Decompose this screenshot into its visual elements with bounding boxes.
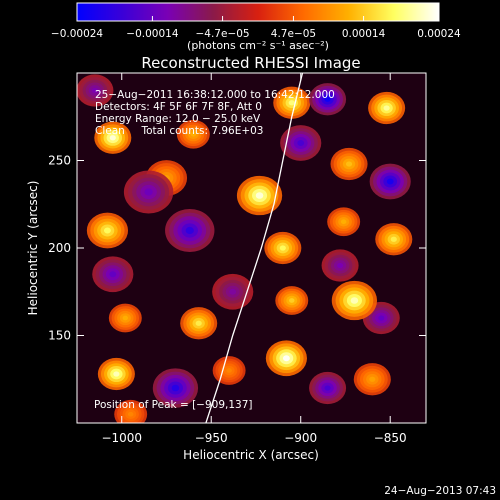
- heatmap-blob: [279, 245, 286, 251]
- colorbar-tick-label: −0.00024: [51, 28, 104, 40]
- colorbar-tick-label: 0.00014: [342, 28, 386, 40]
- heatmap-blob: [103, 227, 111, 234]
- heatmap-blob: [369, 376, 376, 382]
- annotation-detectors: Detectors: 4F 5F 6F 7F 8F, Att 0: [95, 101, 262, 113]
- heatmap-blob: [171, 384, 180, 392]
- colorbar: −0.00024 −0.00014 −4.7e−05 4.7e−05 0.00014 0.…: [51, 2, 461, 52]
- heatmap-blob: [127, 411, 134, 417]
- colorbar-bar: [76, 2, 440, 22]
- colorbar-tick-label: 4.7e−05: [271, 28, 316, 40]
- heatmap-blob: [255, 192, 264, 199]
- heatmap-blob: [226, 368, 232, 373]
- chart-title: Reconstructed RHESSI Image: [141, 54, 360, 72]
- y-axis-ticks: 150 200 250: [48, 154, 426, 343]
- heatmap-blob: [144, 188, 153, 196]
- solar-limb-line: [205, 73, 304, 423]
- heatmap-blob: [350, 297, 359, 304]
- colorbar-unit-label: (photons cm⁻² s⁻¹ asec⁻²): [187, 39, 329, 52]
- heatmap-blob: [324, 385, 331, 391]
- y-axis-label: Heliocentric Y (arcsec): [26, 181, 40, 316]
- colorbar-tick-label: −0.00014: [126, 28, 179, 40]
- heatmap-blob: [337, 262, 344, 269]
- heatmap-blob: [289, 298, 295, 303]
- heatmap-blob: [229, 288, 237, 295]
- colorbar-tick-label: 0.00024: [417, 28, 461, 40]
- annotation-energy-range: Energy Range: 12.0 − 25.0 keV: [95, 113, 261, 125]
- heatmap-blob: [282, 355, 290, 362]
- heatmap-blob: [378, 315, 385, 321]
- heatmap-blob: [109, 271, 117, 278]
- heatmap-blob: [190, 131, 197, 137]
- y-tick-label: 250: [48, 154, 71, 168]
- heatmap-blob: [122, 315, 129, 321]
- heatmap-blob: [185, 226, 194, 235]
- annotation-peak-position: Position of Peak = [−909,137]: [94, 399, 253, 411]
- x-tick-label: −950: [195, 431, 228, 445]
- heatmap-blob: [195, 320, 202, 326]
- x-tick-label: −1000: [101, 431, 142, 445]
- annotation-time-range: 25−Aug−2011 16:38:12.000 to 16:42:12.000: [95, 89, 335, 101]
- colorbar-ticks: −0.00024 −0.00014 −4.7e−05 4.7e−05 0.00014 0.…: [51, 16, 461, 40]
- colorbar-tick-label: −4.7e−05: [195, 28, 249, 40]
- heatmap-blob: [113, 371, 120, 377]
- x-axis-label: Heliocentric X (arcsec): [183, 448, 319, 462]
- annotation-clean-counts: Clean Total counts: 7.96E+03: [95, 125, 264, 137]
- heatmap-blob: [390, 236, 397, 242]
- x-tick-label: −850: [374, 431, 407, 445]
- y-tick-label: 150: [48, 329, 71, 343]
- y-tick-label: 200: [48, 241, 71, 255]
- heatmap-blob: [91, 87, 98, 94]
- heatmap-blob: [297, 140, 305, 146]
- footer-timestamp: 24−Aug−2013 07:43: [384, 485, 496, 497]
- x-axis-ticks: −1000 −950 −900 −850: [101, 73, 407, 445]
- heatmap-blob: [324, 96, 331, 102]
- plot-area: −1000 −950 −900 −850 150 200 250 25−Aug−2011 …: [48, 72, 427, 445]
- x-tick-label: −900: [284, 431, 317, 445]
- heatmap-blob: [345, 161, 353, 167]
- heatmap-blob: [340, 219, 347, 225]
- heatmap-blob: [109, 135, 116, 141]
- heatmap-blob: [383, 105, 390, 111]
- heatmap-blob: [288, 100, 295, 106]
- heatmap-blob: [386, 178, 394, 185]
